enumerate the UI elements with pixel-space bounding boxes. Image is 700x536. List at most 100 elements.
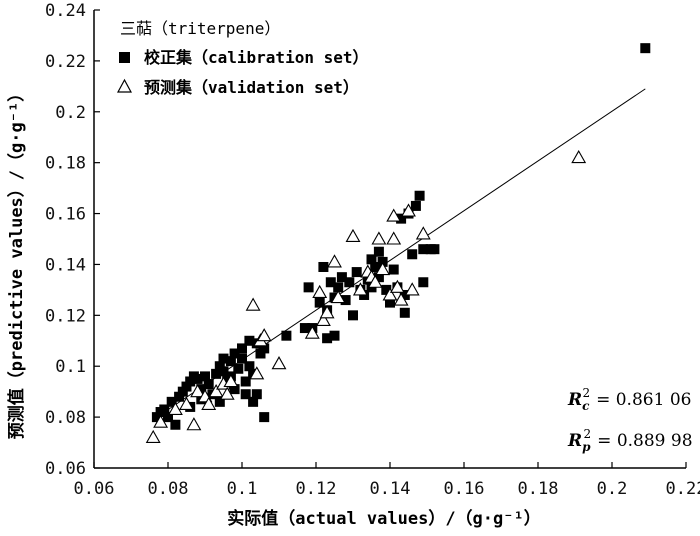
calibration-point — [229, 348, 240, 359]
r2p-label: R — [567, 431, 582, 451]
r2-validation-annotation: Rp2 = 0.889 98 — [567, 427, 693, 454]
x-tick-label: 0.14 — [370, 479, 411, 499]
calibration-point — [233, 363, 244, 374]
y-tick-label: 0.12 — [45, 306, 86, 326]
calibration-point — [225, 356, 236, 367]
calibration-point — [211, 368, 222, 379]
legend: 三萜（triterpene） 校正集（calibration set） 预测集（… — [116, 19, 369, 97]
calibration-point — [181, 381, 192, 392]
validation-point — [145, 429, 161, 444]
validation-point — [327, 254, 342, 268]
calibration-point — [177, 386, 188, 397]
x-tick-label: 0.2 — [597, 479, 628, 499]
calibration-point — [351, 267, 362, 278]
r2p-superscript: 2 — [584, 427, 592, 441]
validation-point — [393, 292, 409, 306]
svg-text:Rc2= 0.861 06: Rc2 = 0.861 06 — [567, 386, 691, 413]
calibration-point — [399, 289, 410, 300]
calibration-set-points — [151, 43, 651, 430]
calibration-point — [259, 343, 270, 354]
r2p-subscript: p — [582, 440, 591, 454]
validation-point — [153, 414, 169, 428]
calibration-point — [429, 244, 440, 255]
calibration-point — [151, 412, 162, 423]
calibration-point — [325, 277, 336, 288]
calibration-point — [244, 335, 255, 346]
axes: 0.060.080.10.120.140.160.180.20.220.060.… — [45, 1, 700, 499]
calibration-point — [414, 190, 425, 201]
validation-point — [208, 384, 224, 398]
calibration-point — [166, 396, 177, 407]
calibration-point — [237, 343, 247, 354]
calibration-point — [299, 323, 310, 334]
calibration-point — [370, 261, 381, 272]
calibration-point — [303, 282, 314, 293]
validation-point — [571, 149, 587, 164]
validation-point — [186, 417, 202, 431]
x-tick-label: 0.18 — [518, 479, 559, 499]
calibration-point — [170, 419, 181, 430]
calibration-point — [159, 404, 170, 415]
calibration-point — [240, 389, 251, 400]
y-tick-label: 0.2 — [55, 103, 86, 123]
r2-calibration-annotation: Rc2 = 0.861 06 — [567, 386, 691, 413]
x-tick-label: 0.06 — [74, 479, 115, 499]
calibration-point — [340, 295, 351, 306]
x-tick-label: 0.12 — [296, 479, 337, 499]
x-tick-label: 0.08 — [148, 479, 189, 499]
validation-point — [256, 328, 272, 342]
calibration-point — [248, 396, 259, 407]
calibration-point — [185, 376, 196, 387]
calibration-point — [381, 284, 392, 295]
calibration-point — [244, 361, 255, 372]
legend-validation-marker — [116, 78, 133, 93]
calibration-point — [314, 297, 325, 308]
validation-point — [415, 226, 431, 240]
calibration-point — [237, 353, 247, 364]
calibration-point — [200, 371, 210, 382]
validation-point — [315, 312, 331, 326]
calibration-point — [385, 297, 395, 308]
y-tick-label: 0.14 — [45, 255, 86, 275]
calibration-point — [229, 384, 240, 395]
calibration-point — [388, 264, 399, 275]
validation-point — [201, 396, 217, 410]
y-tick-label: 0.16 — [45, 205, 86, 225]
calibration-point — [214, 361, 225, 372]
validation-point — [386, 231, 402, 245]
legend-calibration-marker — [119, 52, 130, 63]
validation-point — [330, 289, 346, 304]
calibration-point — [322, 333, 333, 344]
validation-point — [386, 208, 402, 222]
validation-point — [190, 384, 206, 398]
calibration-point — [396, 213, 407, 224]
validation-point — [223, 373, 239, 388]
validation-point — [245, 297, 261, 311]
svg-text:Rp2= 0.889 98: Rp2 = 0.889 98 — [567, 427, 693, 454]
calibration-point — [192, 373, 203, 384]
y-tick-label: 0.1 — [55, 357, 86, 377]
x-tick-label: 0.16 — [444, 479, 485, 499]
validation-point — [401, 203, 416, 217]
y-tick-label: 0.08 — [45, 408, 86, 428]
x-tick-label: 0.22 — [666, 479, 700, 499]
r2c-label: R — [567, 390, 582, 410]
validation-point — [319, 305, 335, 319]
validation-point — [179, 396, 194, 410]
validation-point — [345, 228, 361, 243]
calibration-point — [336, 272, 347, 283]
calibration-point — [410, 200, 421, 211]
calibration-point — [281, 330, 292, 341]
validation-point — [271, 356, 287, 370]
validation-point — [167, 401, 183, 416]
calibration-point — [418, 277, 429, 288]
validation-point — [352, 282, 368, 296]
calibration-point — [251, 389, 262, 400]
calibration-point — [174, 391, 185, 402]
validation-point — [219, 386, 235, 400]
calibration-point — [203, 379, 214, 390]
calibration-point — [218, 353, 229, 364]
calibration-point — [399, 307, 410, 318]
validation-point — [389, 279, 405, 293]
